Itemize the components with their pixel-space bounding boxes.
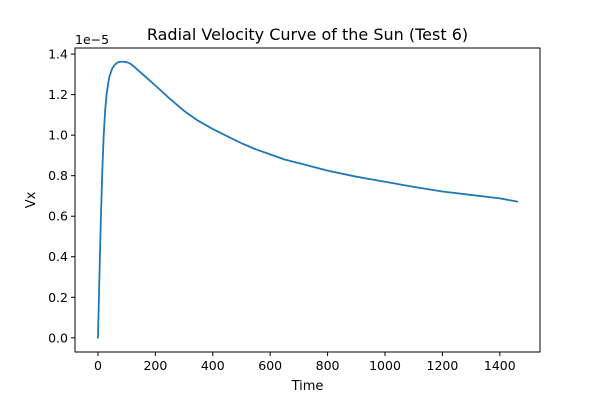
y-tick-label: 1.0 xyxy=(48,128,68,143)
x-tick-label: 1200 xyxy=(427,358,459,373)
x-tick-label: 1400 xyxy=(484,358,516,373)
x-tick-label: 200 xyxy=(143,358,167,373)
x-tick-label: 1000 xyxy=(369,358,401,373)
x-tick-label: 800 xyxy=(316,358,340,373)
y-offset-label: 1e−5 xyxy=(75,32,109,47)
plot-lines xyxy=(97,60,519,339)
y-tick-label: 0.4 xyxy=(48,249,68,264)
x-tick-label: 600 xyxy=(258,358,282,373)
x-tick-label: 400 xyxy=(201,358,225,373)
y-axis-ticks: 0.0 0.2 0.4 0.6 0.8 1.0 1.2 1.4 xyxy=(48,47,75,345)
y-axis-label: Vx xyxy=(24,191,39,208)
x-axis-label: Time xyxy=(291,379,324,394)
y-tick-label: 0.6 xyxy=(48,209,68,224)
plot-frame xyxy=(74,47,541,353)
x-axis-ticks: 0 200 400 600 800 1000 1200 1400 xyxy=(94,352,516,373)
y-tick-label: 0.0 xyxy=(48,330,68,345)
series-line xyxy=(97,60,519,339)
chart-title: Radial Velocity Curve of the Sun (Test 6… xyxy=(147,25,468,44)
y-tick-label: 0.8 xyxy=(48,168,68,183)
x-tick-label: 0 xyxy=(94,358,102,373)
y-tick-label: 0.2 xyxy=(48,290,68,305)
y-tick-label: 1.4 xyxy=(48,47,68,62)
y-tick-label: 1.2 xyxy=(48,87,68,102)
